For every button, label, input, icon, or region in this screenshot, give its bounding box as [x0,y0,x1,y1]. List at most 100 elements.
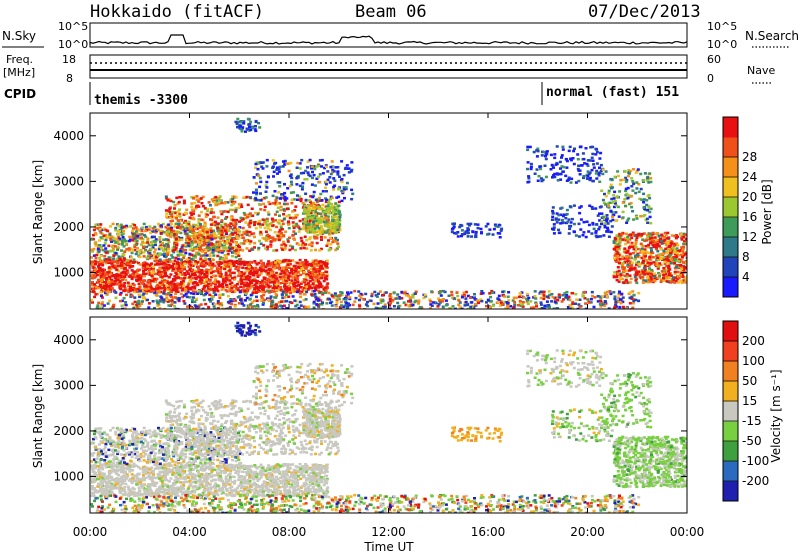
echo-cell [326,199,330,203]
echo-cell [610,225,614,228]
echo-cell [309,274,313,277]
echo-cell [256,303,260,307]
echo-cell [260,265,264,268]
echo-cell [165,258,169,262]
echo-cell [236,236,240,239]
echo-cell [321,262,324,266]
noise-search-label: N.Search [745,29,799,43]
echo-cell [308,284,312,287]
echo-cell [249,219,253,223]
echo-cell [490,289,494,293]
echo-cell [581,234,585,237]
echo-cell [134,226,138,229]
echo-cell [574,292,578,296]
echo-cell [255,295,258,299]
echo-cell [325,218,329,222]
echo-cell [461,294,464,298]
echo-cell [632,297,636,301]
echo-cell [145,292,148,295]
echo-cell [297,226,301,229]
echo-cell [249,303,253,306]
echo-cell [331,212,335,215]
echo-cell [117,242,121,246]
echo-cell [284,279,288,283]
echo-cell [254,166,258,169]
echo-cell [313,271,317,275]
echo-cell [424,295,428,298]
echo-cell [292,217,296,220]
echo-cell [318,285,322,288]
echo-cell [101,248,105,252]
echo-cell [151,244,155,247]
echo-cell [466,303,470,307]
echo-cell [194,223,198,227]
echo-cell [158,307,162,309]
echo-cell [285,299,289,303]
echo-cell [600,222,603,226]
echo-cell [192,239,196,242]
echo-cell [288,300,292,304]
echo-cell [274,306,278,309]
echo-cell [526,148,530,152]
echo-cell [540,307,544,309]
echo-cell [179,231,183,235]
echo-cell [183,276,187,280]
echo-cell [193,201,197,205]
echo-cell [400,290,404,294]
echo-cell [335,298,339,302]
echo-cell [582,220,586,224]
echo-cell [316,224,319,227]
echo-cell [206,258,210,261]
echo-cell [133,236,137,239]
echo-cell [309,229,313,232]
echo-cell [314,261,318,264]
echo-cell [577,179,581,183]
echo-cell [370,292,374,296]
echo-cell [310,293,314,296]
echo-cell [191,264,195,267]
echo-cell [282,160,285,163]
echo-cell [299,304,303,307]
echo-cell [222,249,226,253]
echo-cell [441,307,445,309]
frequency-panel: Freq. [MHz] Nave 18 8 60 0 [3,53,775,85]
echo-cell [187,272,190,275]
echo-cell [248,287,252,290]
echo-cell [246,230,250,234]
echo-cell [204,293,208,296]
echo-cell [630,241,634,245]
echo-cell [568,298,572,302]
echo-cell [578,206,582,209]
echo-cell [398,297,402,300]
echo-cell [157,291,161,294]
echo-cell [631,231,635,234]
echo-cell [307,223,311,226]
echo-cell [135,304,139,307]
echo-cell [331,232,335,235]
echo-cell [90,299,93,302]
echo-cell [119,230,123,234]
echo-cell [210,298,214,301]
echo-cell [206,233,209,237]
echo-cell [537,174,541,178]
echo-cell [332,238,336,242]
echo-cell [587,230,591,233]
echo-cell [312,235,316,238]
echo-cell [92,266,96,270]
echo-cell [217,236,221,239]
echo-cell [226,235,230,239]
echo-cell [298,219,302,223]
echo-cell [276,172,279,175]
echo-cell [318,207,321,211]
echo-cell [109,238,113,242]
echo-cell [456,231,460,234]
echo-cell [551,176,554,179]
echo-cell [108,275,112,278]
echo-cell [411,303,415,307]
echo-cell [507,299,511,302]
echo-cell [324,213,328,216]
echo-cell [261,285,265,288]
echo-cell [91,290,95,293]
echo-cell [207,305,211,309]
noise-tick-bottom-right: 10^0 [707,38,737,51]
